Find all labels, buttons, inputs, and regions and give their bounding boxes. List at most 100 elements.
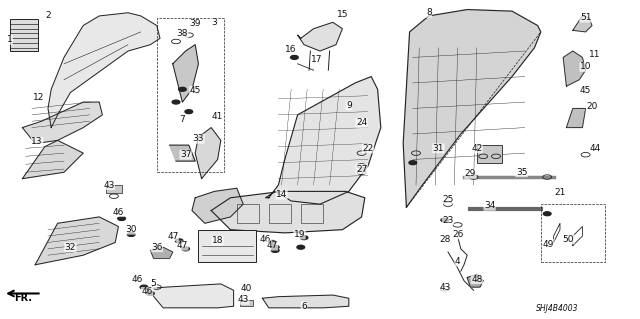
- Text: 41: 41: [212, 112, 223, 121]
- Text: 7: 7: [180, 115, 185, 124]
- Circle shape: [441, 218, 449, 222]
- Text: 49: 49: [543, 240, 554, 249]
- Bar: [541, 204, 605, 262]
- Circle shape: [291, 56, 298, 59]
- Bar: [157, 18, 224, 172]
- Text: SHJ4B4003: SHJ4B4003: [536, 304, 578, 313]
- Text: 4: 4: [455, 257, 460, 266]
- Text: 21: 21: [554, 189, 566, 197]
- Text: 30: 30: [125, 225, 137, 234]
- Text: 46: 46: [141, 287, 153, 296]
- Text: 43: 43: [439, 283, 451, 292]
- Text: 25: 25: [442, 195, 454, 204]
- Text: 32: 32: [65, 243, 76, 252]
- Text: 13: 13: [31, 137, 43, 146]
- Text: 6: 6: [301, 302, 307, 311]
- Circle shape: [127, 233, 135, 236]
- Text: 34: 34: [484, 201, 495, 210]
- Text: 24: 24: [356, 118, 367, 127]
- Text: 20: 20: [586, 102, 598, 111]
- Text: 16: 16: [285, 45, 297, 54]
- Text: 23: 23: [442, 216, 454, 225]
- Polygon shape: [467, 274, 483, 287]
- Polygon shape: [403, 10, 541, 207]
- Polygon shape: [170, 145, 195, 161]
- Bar: [477, 145, 502, 163]
- Circle shape: [543, 212, 551, 216]
- Text: 51: 51: [580, 13, 591, 22]
- Text: 47: 47: [167, 232, 179, 241]
- Polygon shape: [195, 128, 221, 179]
- Polygon shape: [35, 217, 118, 265]
- Text: 11: 11: [589, 50, 601, 59]
- Text: 43: 43: [237, 295, 249, 304]
- Bar: [10, 19, 38, 51]
- Bar: [240, 300, 253, 306]
- Polygon shape: [211, 191, 365, 233]
- Text: 36: 36: [151, 243, 163, 252]
- Polygon shape: [150, 247, 173, 258]
- Circle shape: [118, 217, 125, 220]
- Polygon shape: [147, 284, 234, 308]
- Circle shape: [172, 100, 180, 104]
- Text: 48: 48: [471, 275, 483, 284]
- Text: 1: 1: [7, 35, 12, 44]
- Text: 3: 3: [212, 18, 217, 27]
- Circle shape: [140, 285, 148, 289]
- Text: 45: 45: [189, 86, 201, 95]
- Text: 8: 8: [426, 8, 431, 17]
- Polygon shape: [573, 16, 592, 32]
- Text: 10: 10: [580, 63, 591, 71]
- Text: 27: 27: [356, 165, 367, 174]
- Circle shape: [409, 161, 417, 165]
- Polygon shape: [192, 188, 243, 223]
- Text: 46: 46: [132, 275, 143, 284]
- Circle shape: [271, 249, 279, 252]
- Polygon shape: [173, 45, 198, 102]
- Text: 18: 18: [212, 236, 223, 245]
- Text: 29: 29: [465, 169, 476, 178]
- Text: 33: 33: [193, 134, 204, 143]
- Text: 35: 35: [516, 168, 527, 177]
- Circle shape: [271, 245, 279, 249]
- Text: 40: 40: [241, 284, 252, 293]
- Text: 2: 2: [45, 11, 51, 20]
- Polygon shape: [22, 140, 83, 179]
- Text: FR.: FR.: [14, 293, 32, 303]
- Polygon shape: [48, 13, 160, 128]
- Text: 14: 14: [276, 190, 287, 199]
- Bar: [269, 204, 291, 223]
- Polygon shape: [298, 22, 342, 51]
- Text: 46: 46: [113, 208, 124, 217]
- Text: 47: 47: [266, 241, 278, 250]
- Text: 5: 5: [151, 279, 156, 288]
- Text: 12: 12: [33, 93, 44, 102]
- Polygon shape: [563, 51, 586, 86]
- Text: 44: 44: [589, 144, 601, 153]
- Text: 19: 19: [294, 230, 305, 239]
- Text: 45: 45: [580, 86, 591, 95]
- Text: 47: 47: [177, 241, 188, 250]
- Bar: [301, 204, 323, 223]
- Text: 38: 38: [177, 29, 188, 38]
- Text: 22: 22: [362, 144, 374, 153]
- Circle shape: [300, 236, 308, 240]
- Polygon shape: [22, 102, 102, 144]
- Text: 43: 43: [103, 181, 115, 189]
- Text: 26: 26: [452, 230, 463, 239]
- Circle shape: [179, 87, 186, 91]
- Circle shape: [185, 110, 193, 114]
- Circle shape: [268, 241, 276, 244]
- Text: 42: 42: [471, 144, 483, 153]
- Text: 50: 50: [563, 235, 574, 244]
- Circle shape: [297, 245, 305, 249]
- Polygon shape: [262, 295, 349, 308]
- Polygon shape: [266, 77, 381, 204]
- Text: 46: 46: [260, 235, 271, 244]
- Text: 9: 9: [346, 101, 351, 110]
- Text: 15: 15: [337, 10, 348, 19]
- Text: 39: 39: [189, 19, 201, 28]
- Circle shape: [175, 239, 183, 243]
- Text: 31: 31: [433, 144, 444, 153]
- Text: 37: 37: [180, 150, 191, 159]
